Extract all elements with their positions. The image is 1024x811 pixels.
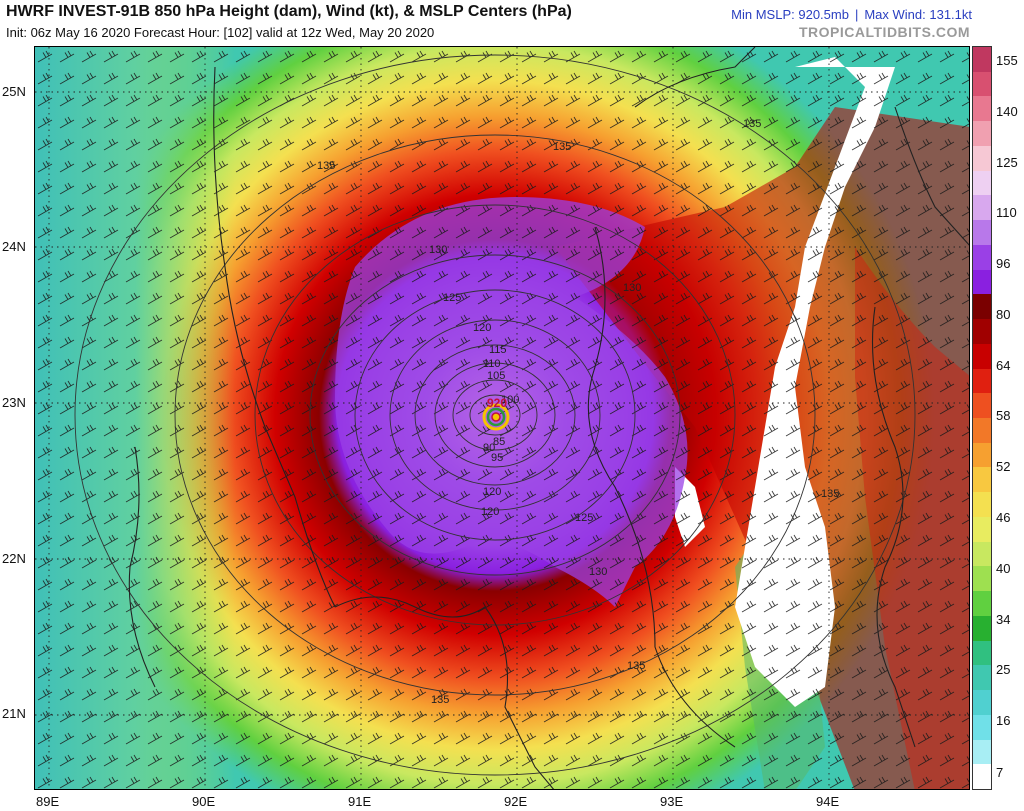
center-pressure-label: 920 [487,396,507,410]
contour-label: 130 [589,566,607,578]
colorbar-segment [973,343,991,370]
center-ring-inner [491,412,501,422]
contour-label: 130 [429,244,447,256]
contour-label: 100 [501,394,519,406]
colorbar-label: 16 [996,713,1011,728]
colorbar-segment [973,714,991,741]
colorbar-segment [973,195,991,221]
colorbar-segment [973,640,991,666]
contour-label: 85 [493,436,505,448]
contour-label: 105 [487,370,505,382]
colorbar-label: 110 [996,205,1017,220]
colorbar-label: 96 [996,256,1011,271]
contour-label: 135 [431,694,449,706]
colorbar-label: 46 [996,510,1011,525]
contour-label: 90 [483,442,495,454]
colorbar-segment [973,492,991,518]
site-watermark: TROPICALTIDBITS.COM [798,24,970,40]
lon-label: 91E [348,794,372,809]
colorbar-segment [973,170,991,196]
contour-label: 135 [627,660,645,672]
colorbar-segment [973,96,991,122]
min-mslp-text: Min MSLP: 920.5mb [731,7,849,22]
colorbar-segment [973,319,991,345]
colorbar-segment [973,220,991,246]
lat-label: 21N [2,706,26,721]
contour-label-group: 135 135 135 130 130 125 125 120 120 115 … [317,118,839,706]
colorbar-segment [973,244,991,271]
colorbar-segment [973,294,991,320]
colorbar-label: 64 [996,358,1011,373]
header: HWRF INVEST-91B 850 hPa Height (dam), Wi… [0,0,1024,46]
colorbar-segment [973,566,991,592]
colorbar-segment [973,121,991,147]
lat-label: 25N [2,84,26,99]
colorbar-segment [973,393,991,419]
contour-label: 120 [483,486,501,498]
colorbar-label: 34 [996,612,1011,627]
contour-label: 130 [623,282,641,294]
contour-label: 120 [481,506,499,518]
colorbar-segment [973,764,991,790]
colorbar-label: 40 [996,561,1011,576]
contour-label: 115 [489,344,507,356]
wind-barbs-layer [35,47,969,789]
colorbar-label: 140 [996,104,1018,119]
colorbar-segment [973,739,991,765]
contour-label: 135 [821,488,839,500]
colorbar-segment [973,467,991,493]
lon-label: 89E [36,794,60,809]
lon-label: 92E [504,794,528,809]
colorbar-segment [973,665,991,691]
colorbar-segment [973,516,991,543]
lat-label: 23N [2,395,26,410]
colorbar-label: 80 [996,307,1011,322]
colorbar-segment [973,591,991,617]
map-panel[interactable]: 135 135 135 130 130 125 125 120 120 115 … [34,46,970,790]
contour-label: 135 [553,141,571,153]
lon-label: 94E [816,794,840,809]
colorbar-segment [973,71,991,97]
colorbar-segment [973,615,991,642]
center-ring-outer [482,403,510,431]
max-wind-text: Max Wind: 131.1kt [864,7,972,22]
colorbar-label: 25 [996,662,1011,677]
colorbar-segment [973,418,991,444]
contour-label: 135 [317,160,335,172]
colorbar-label: 58 [996,408,1011,423]
map-subtitle: Init: 06z May 16 2020 Forecast Hour: [10… [6,25,435,40]
gridlines [35,47,969,789]
storm-stats: Min MSLP: 920.5mb | Max Wind: 131.1kt [731,7,972,22]
center-ring-mid [486,407,506,427]
storm-center-marker[interactable]: 920 [482,396,510,431]
colorbar-segment [973,47,991,73]
contour-label: 110 [483,358,501,370]
colorbar-label: 7 [996,765,1004,780]
contour-label: 95 [491,452,503,464]
wind-colorbar [972,46,992,790]
height-contours [74,54,916,776]
contour-label: 125 [575,512,593,524]
lon-label: 90E [192,794,216,809]
colorbar-segment [973,368,991,394]
contour-label: 120 [473,322,491,334]
map-title: HWRF INVEST-91B 850 hPa Height (dam), Wi… [6,3,572,20]
colorbar-label: 52 [996,459,1011,474]
colorbar-label: 125 [996,155,1018,170]
colorbar-label: 155 [996,53,1018,68]
colorbar-segment [973,690,991,716]
lon-label: 93E [660,794,684,809]
colorbar-segment [973,269,991,295]
lat-label: 24N [2,239,26,254]
colorbar-segment [973,145,991,172]
colorbar-segment [973,541,991,567]
colorbar-segment [973,442,991,468]
lat-label: 22N [2,551,26,566]
coastlines [128,47,969,789]
stats-separator: | [854,7,859,22]
contour-label: 125 [443,292,461,304]
contour-label: 135 [743,118,761,130]
weather-map[interactable]: 135 135 135 130 130 125 125 120 120 115 … [35,47,970,790]
